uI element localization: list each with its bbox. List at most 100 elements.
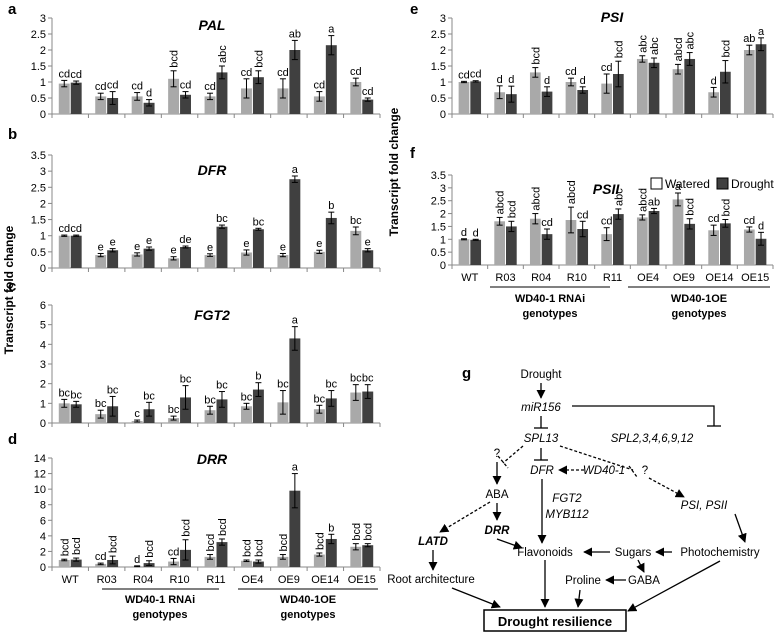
panel-letter-d: d — [8, 431, 17, 448]
chart-title: FGT2 — [194, 307, 230, 323]
significance-label: bcd — [278, 534, 290, 552]
bar-watered — [636, 217, 648, 265]
significance-label: d — [544, 75, 550, 87]
bar-watered — [350, 82, 362, 114]
bar-drought — [684, 58, 696, 114]
y-tick-label: 1.5 — [431, 221, 446, 233]
chart-title: PSI — [601, 9, 625, 25]
bar-drought — [70, 404, 82, 423]
bar-drought — [648, 62, 660, 114]
group-label-oe-2: genotypes — [671, 308, 726, 320]
bar-drought — [684, 223, 696, 265]
significance-label: bc — [314, 393, 326, 405]
legend-swatch-watered — [650, 177, 663, 190]
significance-label: bcd — [181, 519, 193, 537]
y-tick-label: 10 — [34, 484, 46, 496]
edge — [627, 560, 721, 612]
node-psi-psii: PSI, PSII — [681, 500, 728, 512]
bar-watered — [350, 230, 362, 268]
significance-label: bc — [58, 387, 70, 399]
bar-drought — [325, 398, 337, 423]
y-tick-label: 0 — [40, 418, 46, 430]
bar-watered — [241, 560, 252, 567]
significance-label: bc — [216, 213, 228, 225]
bar-drought — [289, 338, 301, 423]
y-tick-label: 3.5 — [431, 170, 446, 182]
y-tick-label: 4 — [40, 531, 46, 543]
bar-drought — [577, 229, 589, 265]
significance-label: cd — [180, 80, 192, 92]
significance-label: cd — [708, 213, 720, 225]
significance-label: bcd — [241, 539, 253, 557]
significance-label: cd — [70, 223, 82, 235]
significance-label: d — [497, 74, 503, 86]
bar-drought — [107, 98, 119, 114]
bar-drought — [362, 250, 374, 268]
significance-label: cd — [277, 67, 289, 79]
y-tick-label: 4 — [40, 339, 46, 351]
significance-label: e — [365, 237, 371, 249]
significance-label: cd — [541, 217, 553, 229]
node-proline: Proline — [565, 575, 601, 587]
significance-label: cd — [744, 215, 756, 227]
bar-drought — [506, 94, 517, 114]
bar-drought — [252, 77, 264, 114]
x-tick-label: R03 — [97, 574, 117, 586]
y-tick-label: 0.5 — [431, 93, 446, 105]
significance-label: d — [711, 75, 717, 87]
significance-label: bc — [70, 389, 82, 401]
y-tick-label: 5 — [40, 320, 46, 332]
significance-label: cd — [577, 209, 589, 221]
panel-letter-b: b — [8, 126, 17, 143]
significance-label: bcd — [720, 40, 732, 58]
bar-watered — [58, 403, 70, 423]
y-tick-label: 2.5 — [431, 196, 446, 208]
y-tick-label: 2 — [40, 45, 46, 57]
significance-label: ab — [648, 196, 660, 208]
significance-label: bcd — [205, 534, 217, 552]
edge — [502, 445, 524, 464]
x-tick-label: OE4 — [637, 272, 659, 284]
significance-label: bc — [143, 390, 155, 402]
edge — [574, 589, 584, 608]
bar-watered — [458, 239, 470, 265]
bar-watered — [565, 82, 577, 114]
significance-label: bcd — [314, 532, 326, 550]
edge — [559, 445, 634, 471]
bar-drought — [252, 389, 264, 423]
significance-label: a — [292, 462, 299, 474]
x-tick-label: R10 — [567, 272, 587, 284]
significance-label: bc — [107, 384, 119, 396]
significance-label: cd — [131, 81, 143, 93]
bar-watered — [204, 255, 216, 268]
significance-label: bc — [277, 379, 289, 391]
significance-label: abc — [637, 35, 649, 53]
x-tick-label: OE15 — [348, 574, 376, 586]
node-drought-resilience-box — [483, 609, 627, 632]
y-tick-label: 3.5 — [31, 150, 46, 162]
y-tick-label: 3 — [40, 166, 46, 178]
x-tick-label: OE14 — [311, 574, 339, 586]
significance-label: bcd — [59, 538, 71, 556]
y-tick-label: 1 — [440, 77, 446, 89]
bar-watered — [458, 82, 470, 114]
bar-watered — [708, 92, 719, 114]
y-tick-label: 2.5 — [31, 29, 46, 41]
x-tick-label: R11 — [206, 574, 225, 586]
bar-watered — [636, 58, 648, 114]
node-aba: ABA — [485, 489, 508, 501]
bar-drought — [180, 247, 191, 268]
bar-watered — [350, 546, 362, 567]
significance-label: cd — [58, 223, 70, 235]
significance-label: cd — [95, 551, 107, 563]
bar-watered — [743, 50, 755, 114]
significance-label: a — [292, 315, 299, 327]
bar-watered — [277, 255, 289, 268]
y-tick-label: 1 — [40, 398, 46, 410]
significance-label: ab — [289, 28, 301, 40]
bar-drought — [143, 102, 155, 114]
